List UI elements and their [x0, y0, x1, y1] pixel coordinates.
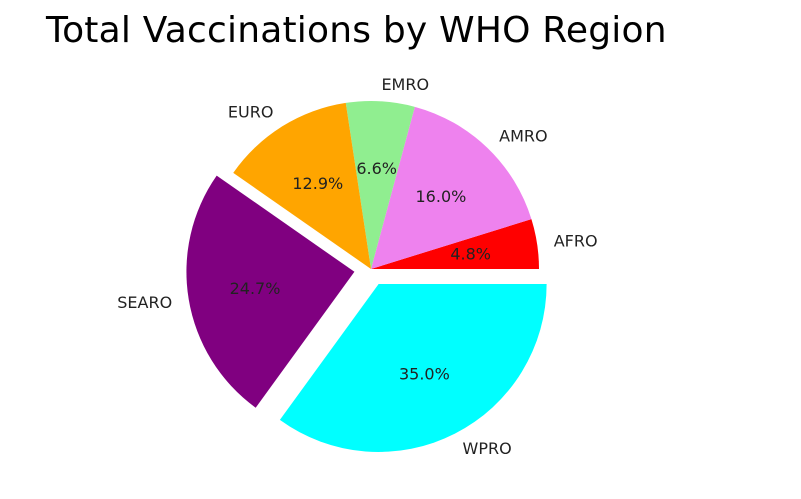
pie-slices: [186, 101, 547, 452]
pie-slice-wpro: [279, 283, 547, 452]
slice-label-emro: EMRO: [381, 75, 429, 94]
chart-title: Total Vaccinations by WHO Region: [46, 10, 667, 51]
pie-labels: AFRO 4.8% AMRO 16.0% EMRO 6.6% EURO 12.9% SEARO 2…: [117, 75, 597, 458]
slice-label-wpro: WPRO: [463, 439, 512, 458]
slice-label-amro: AMRO: [499, 126, 547, 145]
pie-slice-amro: [371, 106, 532, 269]
slice-percent-euro: 12.9%: [292, 174, 343, 193]
slice-percent-amro: 16.0%: [416, 187, 467, 206]
slice-percent-searo: 24.7%: [230, 279, 281, 298]
pie-slice-euro: [233, 102, 371, 269]
slice-percent-wpro: 35.0%: [399, 364, 450, 383]
slice-percent-afro: 4.8%: [450, 244, 491, 263]
pie-slice-afro: [371, 219, 539, 269]
pie-slice-emro: [345, 101, 415, 270]
slice-label-searo: SEARO: [117, 293, 172, 312]
slice-percent-emro: 6.6%: [356, 159, 397, 178]
slice-label-afro: AFRO: [554, 232, 598, 251]
slice-label-euro: EURO: [228, 103, 274, 122]
pie-slice-searo: [186, 175, 355, 408]
